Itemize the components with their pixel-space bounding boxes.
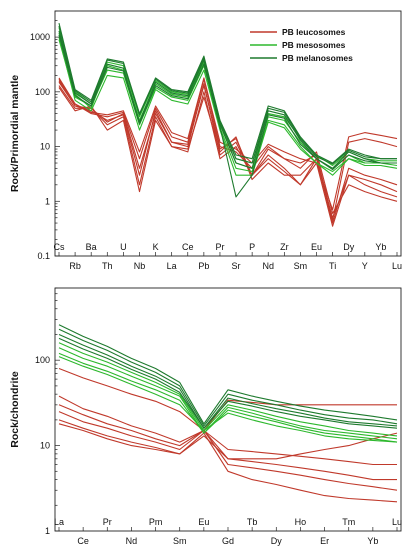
x-tick-label-er: Er xyxy=(320,536,329,546)
series-melanosome-11 xyxy=(58,30,397,169)
x-tick-label-nb: Nb xyxy=(134,261,146,271)
x-tick-label-ti: Ti xyxy=(329,261,336,271)
series-leucosome-2 xyxy=(58,404,397,481)
series-mesosome-6 xyxy=(58,342,398,437)
y-tick-label: 10 xyxy=(40,441,50,451)
x-tick-label-la: La xyxy=(54,517,64,527)
y-tick-label: 0.1 xyxy=(37,251,50,261)
x-tick-label-ce: Ce xyxy=(182,242,194,252)
series-melanosome-11 xyxy=(58,328,398,427)
series-mesosome-9 xyxy=(58,356,398,443)
x-tick-label-cs: Cs xyxy=(54,242,65,252)
x-tick-label-eu: Eu xyxy=(311,242,322,252)
series-leucosome-3 xyxy=(58,411,398,491)
x-tick-label-pr: Pr xyxy=(103,517,112,527)
legend-label-melanosome: PB melanosomes xyxy=(282,53,353,63)
x-tick-label-y: Y xyxy=(362,261,368,271)
y-tick-label: 1 xyxy=(45,196,50,206)
series-melanosome-13 xyxy=(58,34,397,198)
x-tick-label-nd: Nd xyxy=(126,536,138,546)
series-mesosome-8 xyxy=(58,352,398,443)
series-leucosome-4 xyxy=(58,419,398,503)
x-tick-label-tb: Tb xyxy=(247,517,258,527)
x-tick-label-pr: Pr xyxy=(215,242,224,252)
series-melanosome-12 xyxy=(58,333,398,429)
series-leucosome-5 xyxy=(58,423,398,460)
plot-frame xyxy=(54,10,402,257)
plot-frame xyxy=(54,287,402,532)
series-leucosome-0 xyxy=(58,367,397,432)
legend-label-mesosome: PB mesosomes xyxy=(282,40,346,50)
x-tick-label-pb: Pb xyxy=(198,261,209,271)
x-tick-label-la: La xyxy=(167,261,177,271)
series-leucosome-1 xyxy=(58,395,397,466)
series-leucosome-5 xyxy=(58,77,398,211)
x-tick-label-pm: Pm xyxy=(149,517,163,527)
y-axis-label: Rock/chondrite xyxy=(9,371,21,448)
legend-label-leucosome: PB leucosomes xyxy=(282,27,346,37)
x-tick-label-u: U xyxy=(120,242,127,252)
x-tick-label-ho: Ho xyxy=(295,517,307,527)
x-tick-label-tm: Tm xyxy=(342,517,355,527)
series-mesosome-7 xyxy=(58,39,398,173)
x-tick-label-k: K xyxy=(153,242,159,252)
ree-diagram-chondrite: 1 10 100 Rock/chondrite La Ce Pr Nd Pm Sm Eu Gd Tb Dy… xyxy=(9,287,402,546)
x-tick-label-rb: Rb xyxy=(69,261,81,271)
x-tick-label-zr: Zr xyxy=(280,242,289,252)
x-tick-label-ce: Ce xyxy=(77,536,89,546)
x-tick-label-dy: Dy xyxy=(271,536,282,546)
series-melanosome-10 xyxy=(58,324,398,425)
x-tick-label-gd: Gd xyxy=(222,536,234,546)
x-tick-label-yb: Yb xyxy=(367,536,378,546)
series-melanosome-10 xyxy=(58,22,397,164)
x-tick-label-eu: Eu xyxy=(198,517,209,527)
x-tick-label-sr: Sr xyxy=(232,261,241,271)
x-tick-label-yb: Yb xyxy=(375,242,386,252)
x-tick-label-sm: Sm xyxy=(173,536,187,546)
x-tick-label-ba: Ba xyxy=(86,242,97,252)
y-tick-label: 1000 xyxy=(30,32,50,42)
y-tick-label: 100 xyxy=(35,355,50,365)
x-tick-label-th: Th xyxy=(102,261,113,271)
x-tick-label-lu: Lu xyxy=(392,261,402,271)
series-mesosome-9 xyxy=(58,36,398,176)
x-tick-label-lu: Lu xyxy=(392,517,402,527)
x-tick-label-nd: Nd xyxy=(262,261,274,271)
series-mesosome-7 xyxy=(58,347,398,440)
series-melanosome-12 xyxy=(58,25,397,165)
y-tick-label: 10 xyxy=(40,142,50,152)
y-tick-label: 1 xyxy=(45,526,50,536)
x-tick-label-sm: Sm xyxy=(294,261,308,271)
y-tick-label: 100 xyxy=(35,87,50,97)
x-tick-label-dy: Dy xyxy=(343,242,354,252)
x-tick-label-p: P xyxy=(249,242,255,252)
y-axis-label: Rock/Primordial mantle xyxy=(9,75,21,192)
series-melanosome-13 xyxy=(58,337,398,429)
spider-diagram-primordial-mantle: 0.1 1 10 100 1000 Rock/Primordial mantle Cs Rb B… xyxy=(9,10,402,271)
